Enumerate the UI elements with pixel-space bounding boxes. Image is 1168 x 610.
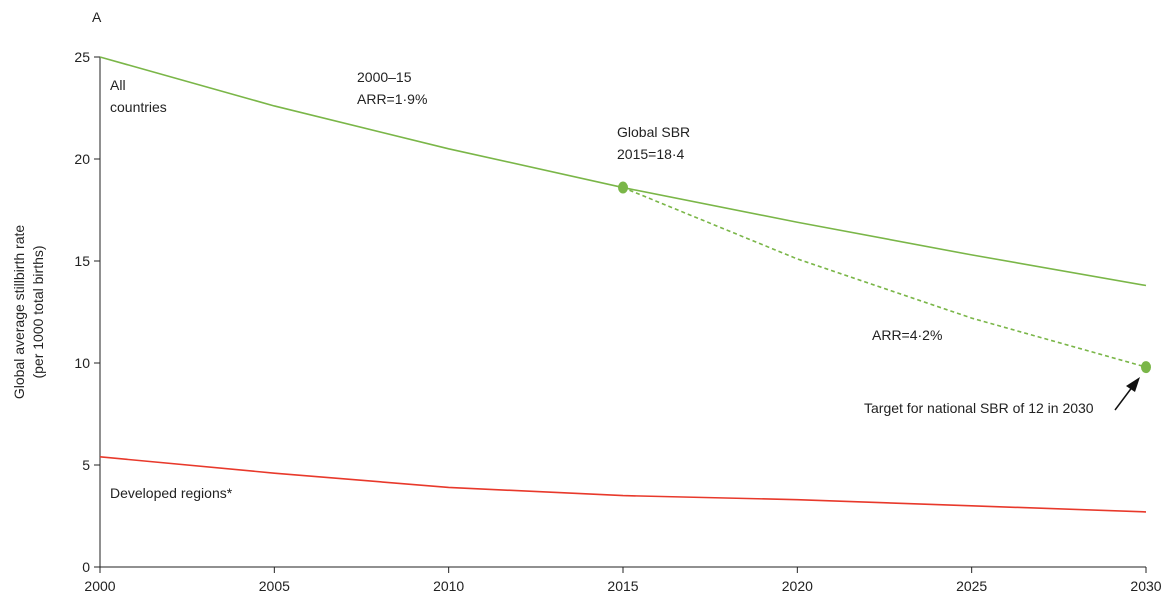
annotation: Developed regions* bbox=[110, 485, 233, 501]
annotation: Target for national SBR of 12 in 2030 bbox=[864, 400, 1094, 416]
annotation-line: ARR=1·9% bbox=[357, 91, 427, 107]
y-tick-label: 5 bbox=[82, 457, 90, 473]
x-tick-label: 2000 bbox=[84, 578, 115, 594]
x-tick-label: 2005 bbox=[259, 578, 290, 594]
annotation-line: Developed regions* bbox=[110, 485, 233, 501]
y-tick-label: 10 bbox=[74, 355, 90, 371]
annotation-line: ARR=4·2% bbox=[872, 327, 942, 343]
x-tick-label: 2025 bbox=[956, 578, 987, 594]
x-tick-label: 2015 bbox=[607, 578, 638, 594]
annotation: ARR=4·2% bbox=[872, 327, 942, 343]
y-tick-label: 15 bbox=[74, 253, 90, 269]
x-tick-label: 2030 bbox=[1130, 578, 1161, 594]
arrow bbox=[1114, 377, 1140, 411]
annotation-line: Global SBR bbox=[617, 124, 690, 140]
y-tick-label: 25 bbox=[74, 49, 90, 65]
series-line bbox=[99, 456, 1147, 513]
y-axis-label: Global average stillbirth rate (per 1000 … bbox=[11, 225, 46, 400]
panel-label: A bbox=[92, 9, 102, 25]
annotation: 2000–15 ARR=1·9% bbox=[357, 69, 427, 107]
annotation-line: 2000–15 bbox=[357, 69, 412, 85]
x-tick-label: 2020 bbox=[782, 578, 813, 594]
annotation-line: countries bbox=[110, 99, 167, 115]
series-line bbox=[99, 56, 1147, 287]
annotation: All countries bbox=[110, 77, 167, 115]
annotation-line: All bbox=[110, 77, 126, 93]
annotation-line: 2015=18·4 bbox=[617, 146, 685, 162]
y-tick-label: 20 bbox=[74, 151, 90, 167]
y-axis-label-line: Global average stillbirth rate bbox=[11, 225, 27, 400]
y-tick-label: 0 bbox=[82, 559, 90, 575]
series-line bbox=[622, 186, 1147, 368]
point-marker bbox=[618, 181, 628, 194]
x-tick-label: 2010 bbox=[433, 578, 464, 594]
y-axis-label-line: (per 1000 total births) bbox=[30, 245, 46, 378]
annotation-line: Target for national SBR of 12 in 2030 bbox=[864, 400, 1094, 416]
annotation: Global SBR 2015=18·4 bbox=[617, 124, 690, 162]
point-marker bbox=[1141, 361, 1151, 374]
